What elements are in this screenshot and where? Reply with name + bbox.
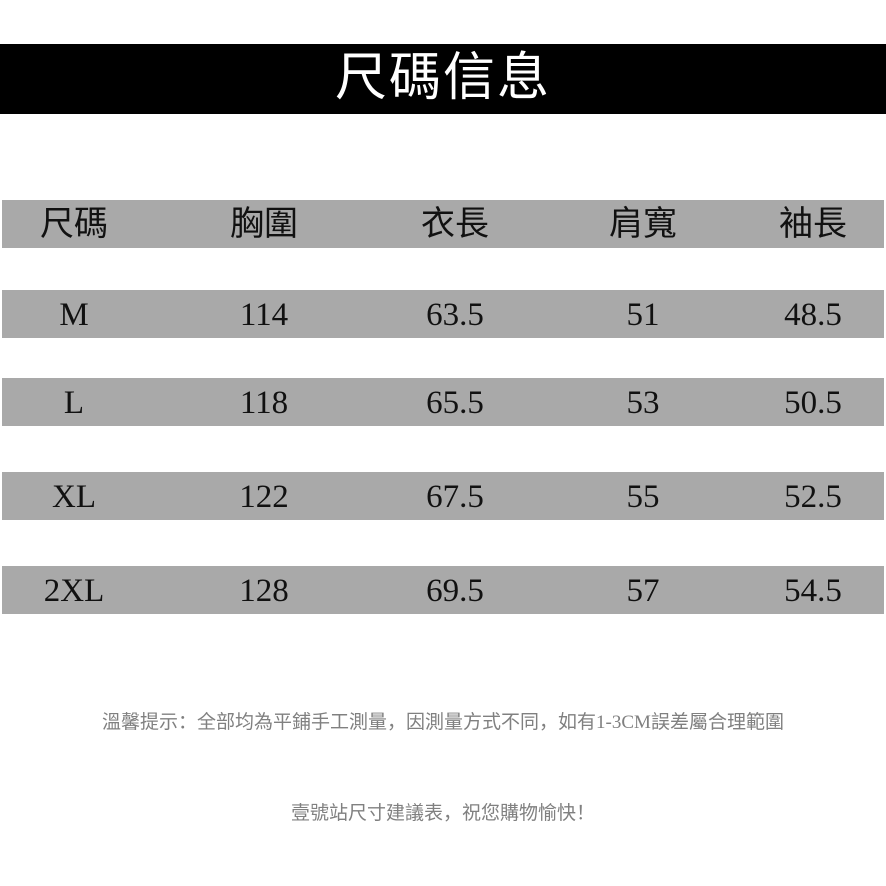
- page-title: 尺碼信息: [334, 50, 551, 107]
- cell: 52.5: [784, 479, 842, 515]
- cell: 67.5: [426, 479, 484, 515]
- note: 溫馨提示：全部均為平鋪手工測量，因測量方式不同，如有1-3CM誤差屬合理範圍: [102, 712, 784, 733]
- column-header: 胸圍: [230, 206, 298, 243]
- cell: L: [63, 385, 85, 421]
- column-header: 尺碼: [40, 206, 108, 243]
- cell: 118: [239, 385, 289, 421]
- column-header: 肩寬: [609, 206, 677, 243]
- cell: 51: [626, 297, 660, 333]
- cell: 53: [626, 385, 660, 421]
- cell: M: [59, 297, 89, 333]
- table-row: M 114 63.5 51 48.5: [2, 290, 884, 338]
- cell: 50.5: [784, 385, 842, 421]
- table-row: 2XL 128 69.5 57 54.5: [2, 566, 884, 614]
- cell: 54.5: [784, 573, 842, 609]
- cell: 114: [239, 297, 289, 333]
- cell: 128: [239, 573, 289, 609]
- title-banner: 尺碼信息: [0, 44, 886, 114]
- cell: 69.5: [426, 573, 484, 609]
- cell: 55: [626, 479, 660, 515]
- cell: 57: [626, 573, 660, 609]
- cell: 65.5: [426, 385, 484, 421]
- header-row: 尺碼 胸圍 衣長 肩寬 袖長: [2, 200, 884, 248]
- note: 壹號站尺寸建議表，祝您購物愉快！: [290, 803, 595, 824]
- table-row: XL 122 67.5 55 52.5: [2, 472, 884, 520]
- column-header: 袖長: [779, 206, 847, 243]
- table-row: L 118 65.5 53 50.5: [2, 378, 884, 426]
- cell: XL: [52, 479, 96, 515]
- cell: 122: [239, 479, 289, 515]
- cell: 48.5: [784, 297, 842, 333]
- cell: 2XL: [43, 573, 105, 609]
- column-header: 衣長: [421, 206, 489, 243]
- cell: 63.5: [426, 297, 484, 333]
